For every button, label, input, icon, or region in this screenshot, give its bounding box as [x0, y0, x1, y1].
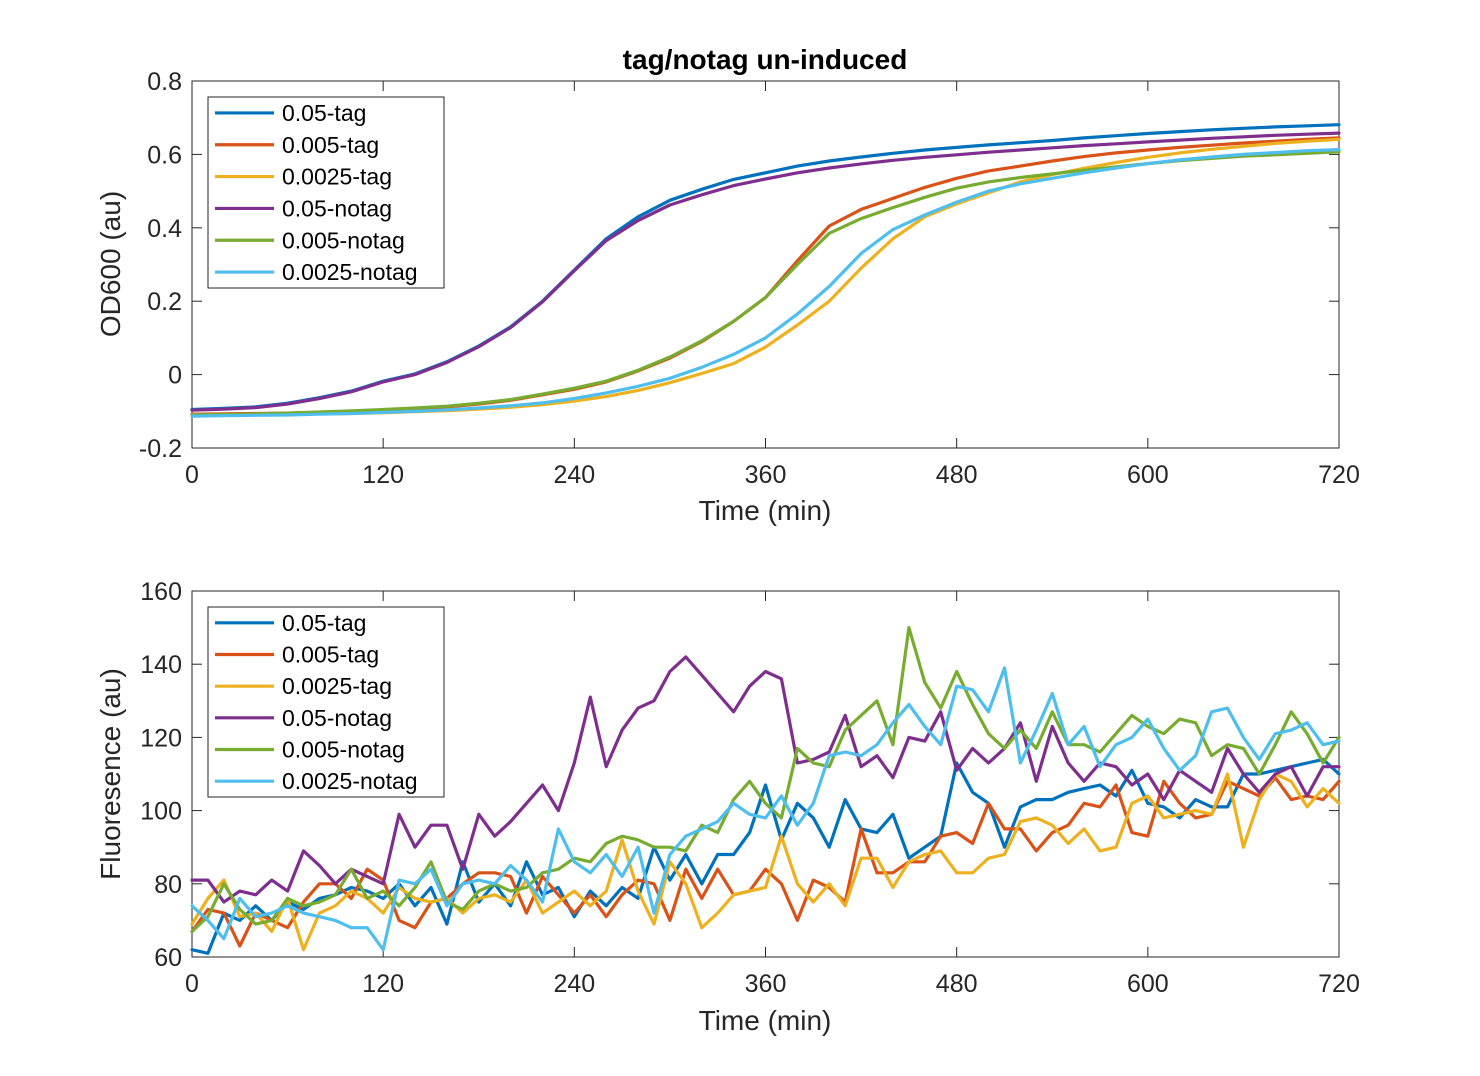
- series-line-0.05-tag: [190, 757, 1341, 955]
- series-line-0.0025-notag: [190, 148, 1341, 418]
- chart-title: tag/notag un-induced: [623, 44, 908, 75]
- y-tick-label: 60: [154, 944, 182, 972]
- legend-label: 0.005-notag: [282, 227, 405, 253]
- legend-label: 0.05-notag: [282, 195, 392, 221]
- fluorescence-x-axis-label: Time (min): [699, 1005, 832, 1036]
- x-tick-label: 600: [1127, 970, 1169, 998]
- legend-box: [207, 606, 445, 798]
- x-tick-label: 120: [362, 970, 404, 998]
- fluorescence-ticks: 0 120 240 360 480 600 720 60 80 100 120 140 160: [140, 578, 1360, 998]
- od600-y-axis-label: OD600 (au): [95, 191, 126, 337]
- od600-ticks: 0 120 240 360 480 600 720-0.200.20.40.60.8: [139, 68, 1360, 489]
- series-line-0.005-notag: [190, 625, 1341, 934]
- x-tick-label: 120: [362, 461, 404, 489]
- y-tick-label: 100: [140, 798, 182, 826]
- fluorescence-chart: 0 120 240 360 480 600 720 60 80 100 120 140 160 Time…: [95, 578, 1360, 1036]
- legend-label: 0.05-tag: [282, 100, 366, 126]
- fluorescence-legend: 0.05-tag 0.005-tag 0.0025-tag 0.05-notag 0.0…: [207, 606, 445, 798]
- x-tick-label: 480: [936, 461, 978, 489]
- y-tick-label: -0.2: [139, 435, 182, 463]
- series-line-0.05-notag: [190, 131, 1341, 412]
- x-tick-label: 0: [185, 461, 199, 489]
- y-tick-label: 140: [140, 651, 182, 679]
- fluorescence-y-axis-label: Fluoresence (au): [95, 668, 126, 880]
- x-tick-label: 240: [553, 970, 595, 998]
- legend-box: [207, 96, 445, 289]
- y-tick-label: 0.4: [147, 215, 182, 243]
- y-tick-label: 0: [168, 362, 182, 390]
- x-tick-label: 720: [1318, 970, 1360, 998]
- y-tick-label: 160: [140, 578, 182, 606]
- x-tick-label: 360: [745, 970, 787, 998]
- y-tick-label: 0.6: [147, 141, 182, 169]
- legend-label: 0.05-tag: [282, 610, 366, 636]
- series-line-0.05-notag: [190, 655, 1341, 904]
- x-tick-label: 720: [1318, 461, 1360, 489]
- x-tick-label: 240: [553, 461, 595, 489]
- y-tick-label: 80: [154, 871, 182, 899]
- y-tick-label: 0.2: [147, 288, 182, 316]
- legend-label: 0.005-tag: [282, 642, 379, 668]
- od600-series: [190, 123, 1341, 418]
- series-line-0.0025-tag: [190, 772, 1341, 952]
- y-tick-label: 120: [140, 724, 182, 752]
- x-tick-label: 360: [745, 461, 787, 489]
- legend-label: 0.0025-notag: [282, 768, 418, 794]
- od600-legend: 0.05-tag 0.005-tag 0.0025-tag 0.05-notag 0.0…: [207, 96, 445, 289]
- x-tick-label: 0: [185, 970, 199, 998]
- x-tick-label: 480: [936, 970, 978, 998]
- legend-label: 0.0025-notag: [282, 259, 418, 285]
- fluorescence-series: [190, 625, 1341, 955]
- legend-label: 0.05-notag: [282, 705, 392, 731]
- od600-chart: tag/notag un-induced 0 120 240 360 480 600 720…: [95, 44, 1360, 526]
- legend-label: 0.005-notag: [282, 737, 405, 763]
- legend-label: 0.005-tag: [282, 132, 379, 158]
- x-tick-label: 600: [1127, 461, 1169, 489]
- series-line-0.0025-notag: [190, 666, 1341, 952]
- legend-label: 0.0025-tag: [282, 164, 392, 190]
- od600-x-axis-label: Time (min): [699, 495, 832, 526]
- y-tick-label: 0.8: [147, 68, 182, 96]
- legend-label: 0.0025-tag: [282, 673, 392, 699]
